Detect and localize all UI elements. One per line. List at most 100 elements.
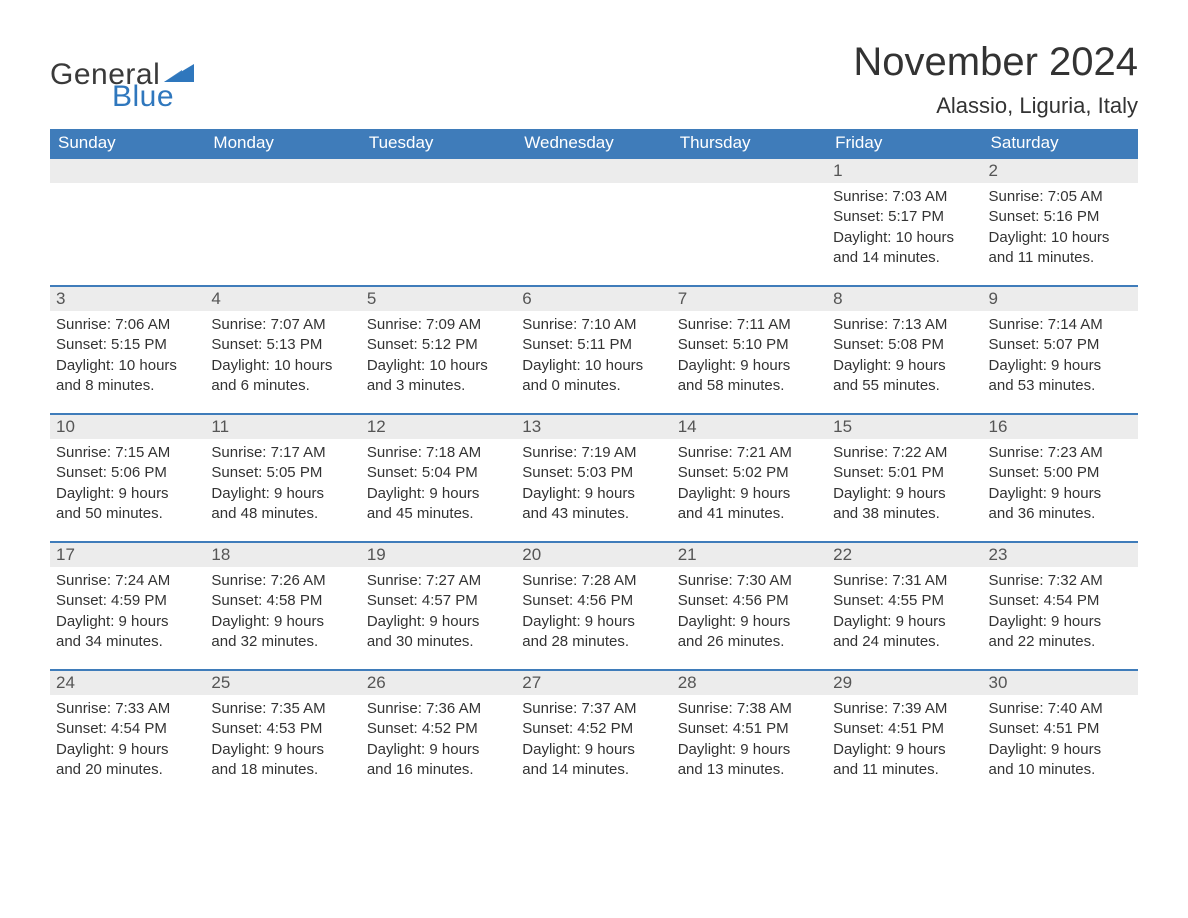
calendar-day-cell: 21Sunrise: 7:30 AMSunset: 4:56 PMDayligh… [672,541,827,669]
day-day2-line: and 32 minutes. [211,632,354,652]
calendar-day-cell: 5Sunrise: 7:09 AMSunset: 5:12 PMDaylight… [361,285,516,413]
day-day1-line: Daylight: 9 hours [211,484,354,504]
day-sunset-line: Sunset: 5:17 PM [833,207,976,227]
day-number: 28 [672,669,827,695]
day-day2-line: and 30 minutes. [367,632,510,652]
day-sunrise-line: Sunrise: 7:31 AM [833,571,976,591]
day-day1-line: Daylight: 9 hours [833,612,976,632]
day-sunrise-line: Sunrise: 7:06 AM [56,315,199,335]
day-details: Sunrise: 7:09 AMSunset: 5:12 PMDaylight:… [361,311,516,404]
calendar-day-cell: 30Sunrise: 7:40 AMSunset: 4:51 PMDayligh… [983,669,1138,797]
day-day1-line: Daylight: 9 hours [56,612,199,632]
day-number: 12 [361,413,516,439]
day-number: 15 [827,413,982,439]
day-sunset-line: Sunset: 4:55 PM [833,591,976,611]
day-number: 23 [983,541,1138,567]
day-number-bar-empty [50,157,205,183]
day-number: 4 [205,285,360,311]
calendar-day-cell: 8Sunrise: 7:13 AMSunset: 5:08 PMDaylight… [827,285,982,413]
day-day1-line: Daylight: 9 hours [56,484,199,504]
day-sunset-line: Sunset: 5:13 PM [211,335,354,355]
day-number: 7 [672,285,827,311]
calendar-day-cell: 23Sunrise: 7:32 AMSunset: 4:54 PMDayligh… [983,541,1138,669]
day-sunrise-line: Sunrise: 7:24 AM [56,571,199,591]
day-day1-line: Daylight: 9 hours [367,612,510,632]
day-sunrise-line: Sunrise: 7:26 AM [211,571,354,591]
day-sunrise-line: Sunrise: 7:15 AM [56,443,199,463]
day-number: 29 [827,669,982,695]
day-day1-line: Daylight: 10 hours [989,228,1132,248]
day-day2-line: and 43 minutes. [522,504,665,524]
day-sunrise-line: Sunrise: 7:33 AM [56,699,199,719]
day-day2-line: and 58 minutes. [678,376,821,396]
day-number: 8 [827,285,982,311]
day-sunset-line: Sunset: 5:06 PM [56,463,199,483]
day-day1-line: Daylight: 9 hours [522,484,665,504]
day-number: 19 [361,541,516,567]
day-day1-line: Daylight: 9 hours [522,612,665,632]
calendar-day-cell [516,157,671,285]
day-day2-line: and 48 minutes. [211,504,354,524]
day-sunset-line: Sunset: 5:01 PM [833,463,976,483]
calendar-day-cell: 13Sunrise: 7:19 AMSunset: 5:03 PMDayligh… [516,413,671,541]
day-sunset-line: Sunset: 5:07 PM [989,335,1132,355]
calendar-header-row: SundayMondayTuesdayWednesdayThursdayFrid… [50,129,1138,157]
day-day1-line: Daylight: 9 hours [989,740,1132,760]
weekday-header: Saturday [983,129,1138,157]
day-day1-line: Daylight: 9 hours [678,612,821,632]
day-number: 5 [361,285,516,311]
day-day1-line: Daylight: 9 hours [833,356,976,376]
day-sunrise-line: Sunrise: 7:38 AM [678,699,821,719]
day-number: 11 [205,413,360,439]
day-sunset-line: Sunset: 4:52 PM [522,719,665,739]
weekday-header: Wednesday [516,129,671,157]
day-number: 16 [983,413,1138,439]
day-day2-line: and 24 minutes. [833,632,976,652]
day-number: 18 [205,541,360,567]
day-sunset-line: Sunset: 5:04 PM [367,463,510,483]
calendar-week-row: 17Sunrise: 7:24 AMSunset: 4:59 PMDayligh… [50,541,1138,669]
day-details: Sunrise: 7:32 AMSunset: 4:54 PMDaylight:… [983,567,1138,660]
day-day1-line: Daylight: 9 hours [56,740,199,760]
day-sunset-line: Sunset: 5:16 PM [989,207,1132,227]
day-day2-line: and 26 minutes. [678,632,821,652]
day-sunrise-line: Sunrise: 7:17 AM [211,443,354,463]
header: General Blue November 2024 Alassio, Ligu… [50,40,1138,119]
day-number: 17 [50,541,205,567]
location-label: Alassio, Liguria, Italy [853,93,1138,119]
day-details: Sunrise: 7:26 AMSunset: 4:58 PMDaylight:… [205,567,360,660]
day-sunset-line: Sunset: 4:57 PM [367,591,510,611]
day-number: 20 [516,541,671,567]
calendar-day-cell: 3Sunrise: 7:06 AMSunset: 5:15 PMDaylight… [50,285,205,413]
day-number: 21 [672,541,827,567]
day-details: Sunrise: 7:31 AMSunset: 4:55 PMDaylight:… [827,567,982,660]
day-day2-line: and 6 minutes. [211,376,354,396]
day-sunrise-line: Sunrise: 7:23 AM [989,443,1132,463]
calendar-page: General Blue November 2024 Alassio, Ligu… [0,0,1188,837]
day-details: Sunrise: 7:18 AMSunset: 5:04 PMDaylight:… [361,439,516,532]
day-day1-line: Daylight: 9 hours [678,484,821,504]
day-day1-line: Daylight: 9 hours [678,356,821,376]
day-day1-line: Daylight: 9 hours [367,740,510,760]
day-sunrise-line: Sunrise: 7:19 AM [522,443,665,463]
weekday-header: Sunday [50,129,205,157]
day-day1-line: Daylight: 9 hours [211,612,354,632]
calendar-week-row: 10Sunrise: 7:15 AMSunset: 5:06 PMDayligh… [50,413,1138,541]
weekday-header: Friday [827,129,982,157]
day-day2-line: and 45 minutes. [367,504,510,524]
day-day2-line: and 14 minutes. [522,760,665,780]
day-number: 27 [516,669,671,695]
day-details: Sunrise: 7:22 AMSunset: 5:01 PMDaylight:… [827,439,982,532]
day-day2-line: and 34 minutes. [56,632,199,652]
calendar-day-cell [205,157,360,285]
day-number: 2 [983,157,1138,183]
day-number: 30 [983,669,1138,695]
day-details: Sunrise: 7:19 AMSunset: 5:03 PMDaylight:… [516,439,671,532]
day-details: Sunrise: 7:23 AMSunset: 5:00 PMDaylight:… [983,439,1138,532]
day-details: Sunrise: 7:11 AMSunset: 5:10 PMDaylight:… [672,311,827,404]
day-details: Sunrise: 7:27 AMSunset: 4:57 PMDaylight:… [361,567,516,660]
day-day2-line: and 55 minutes. [833,376,976,396]
day-sunset-line: Sunset: 5:05 PM [211,463,354,483]
day-day2-line: and 16 minutes. [367,760,510,780]
day-details: Sunrise: 7:37 AMSunset: 4:52 PMDaylight:… [516,695,671,788]
